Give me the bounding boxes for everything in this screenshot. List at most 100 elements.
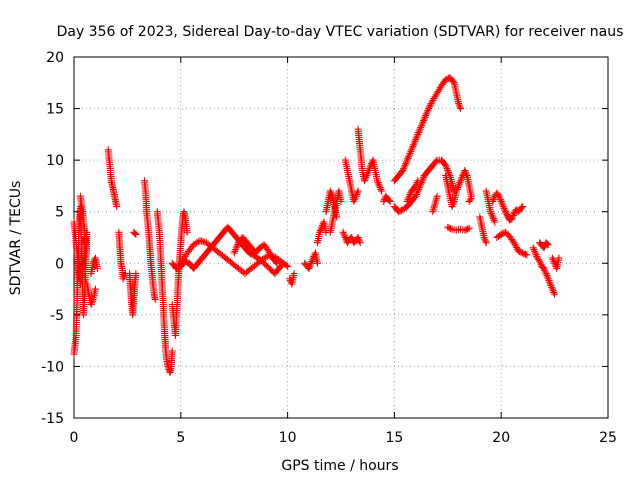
x-tick-label: 5 [176, 430, 185, 446]
data-point [546, 278, 554, 286]
data-point [496, 194, 504, 202]
data-point [442, 163, 450, 171]
data-point [549, 287, 557, 295]
data-point [409, 142, 417, 150]
axis-ticks [73, 56, 609, 419]
data-point [544, 241, 552, 249]
data-point [348, 234, 356, 241]
data-point [455, 182, 462, 190]
y-tick-label: -5 [50, 308, 64, 324]
data-point [168, 347, 176, 355]
data-point [273, 259, 281, 267]
data-point [464, 225, 472, 233]
data-point [380, 197, 388, 205]
data-point [555, 254, 563, 262]
data-point [425, 103, 433, 111]
data-point [352, 192, 360, 200]
data-point [356, 239, 364, 247]
data-point [305, 264, 313, 272]
x-tick-label: 15 [385, 430, 403, 446]
data-point [489, 213, 497, 221]
data-point [532, 251, 540, 259]
y-tick-label: -10 [41, 359, 64, 375]
data-point [455, 99, 462, 107]
data-point [545, 277, 553, 284]
plot-frame [73, 56, 609, 419]
data-point [456, 103, 464, 111]
data-point [455, 101, 463, 109]
data-point [541, 268, 549, 276]
data-point [512, 242, 520, 250]
data-point [173, 264, 180, 272]
data-point [306, 263, 314, 271]
data-point [417, 124, 425, 131]
data-point [413, 134, 420, 142]
data-point [113, 203, 121, 211]
data-point [385, 196, 393, 204]
data-point [541, 266, 549, 274]
data-point [513, 244, 521, 252]
data-point [489, 197, 497, 205]
data-point [378, 187, 386, 195]
data-point [445, 170, 453, 178]
data-point [480, 234, 488, 241]
data-point [481, 235, 489, 243]
x-tick-label: 0 [70, 430, 79, 446]
y-tick-label: 20 [46, 50, 64, 66]
data-point [375, 182, 383, 190]
data-point [433, 192, 441, 200]
data-point [529, 244, 537, 252]
data-point [452, 187, 460, 195]
data-point [364, 168, 372, 176]
data-point [422, 110, 430, 118]
data-point [482, 239, 490, 247]
data-point [362, 173, 370, 181]
data-point [410, 141, 418, 149]
data-point [415, 127, 423, 135]
data-point [444, 167, 452, 174]
data-point [543, 240, 551, 248]
data-point [354, 234, 362, 241]
data-point [314, 259, 321, 267]
data-point [363, 172, 371, 180]
y-tick-label: 0 [55, 256, 64, 272]
data-point [377, 185, 385, 193]
y-tick-label: 5 [55, 205, 64, 221]
grid-lines [74, 57, 608, 418]
y-tick-labels: -15 -10 -5 0 5 10 15 20 [41, 50, 64, 427]
data-point [500, 229, 508, 237]
data-point [201, 238, 209, 246]
data-point [531, 247, 539, 255]
data-point [523, 251, 531, 259]
data-point [457, 177, 465, 185]
data-point [499, 203, 507, 211]
data-point [420, 115, 428, 123]
data-point [487, 208, 494, 216]
y-axis-label: SDTVAR / TECUs [8, 181, 24, 296]
data-point [412, 136, 420, 143]
data-point [418, 120, 426, 128]
data-point [83, 249, 91, 257]
data-point [509, 213, 517, 221]
data-point [447, 225, 455, 233]
data-point [501, 206, 509, 214]
data-point [375, 180, 383, 188]
data-point [419, 118, 427, 126]
data-point [517, 248, 525, 256]
data-point [232, 246, 240, 253]
data-point [316, 228, 324, 236]
data-point [536, 257, 544, 265]
data-point [398, 206, 405, 214]
data-point [327, 189, 335, 197]
data-point [94, 264, 101, 272]
x-axis-label: GPS time / hours [281, 458, 398, 474]
data-point [353, 189, 361, 197]
data-point [337, 197, 345, 205]
data-point [466, 196, 474, 204]
data-point [550, 258, 558, 266]
data-point [351, 196, 358, 204]
data-point [408, 146, 415, 154]
y-tick-label: 10 [46, 153, 64, 169]
data-point [230, 249, 238, 257]
